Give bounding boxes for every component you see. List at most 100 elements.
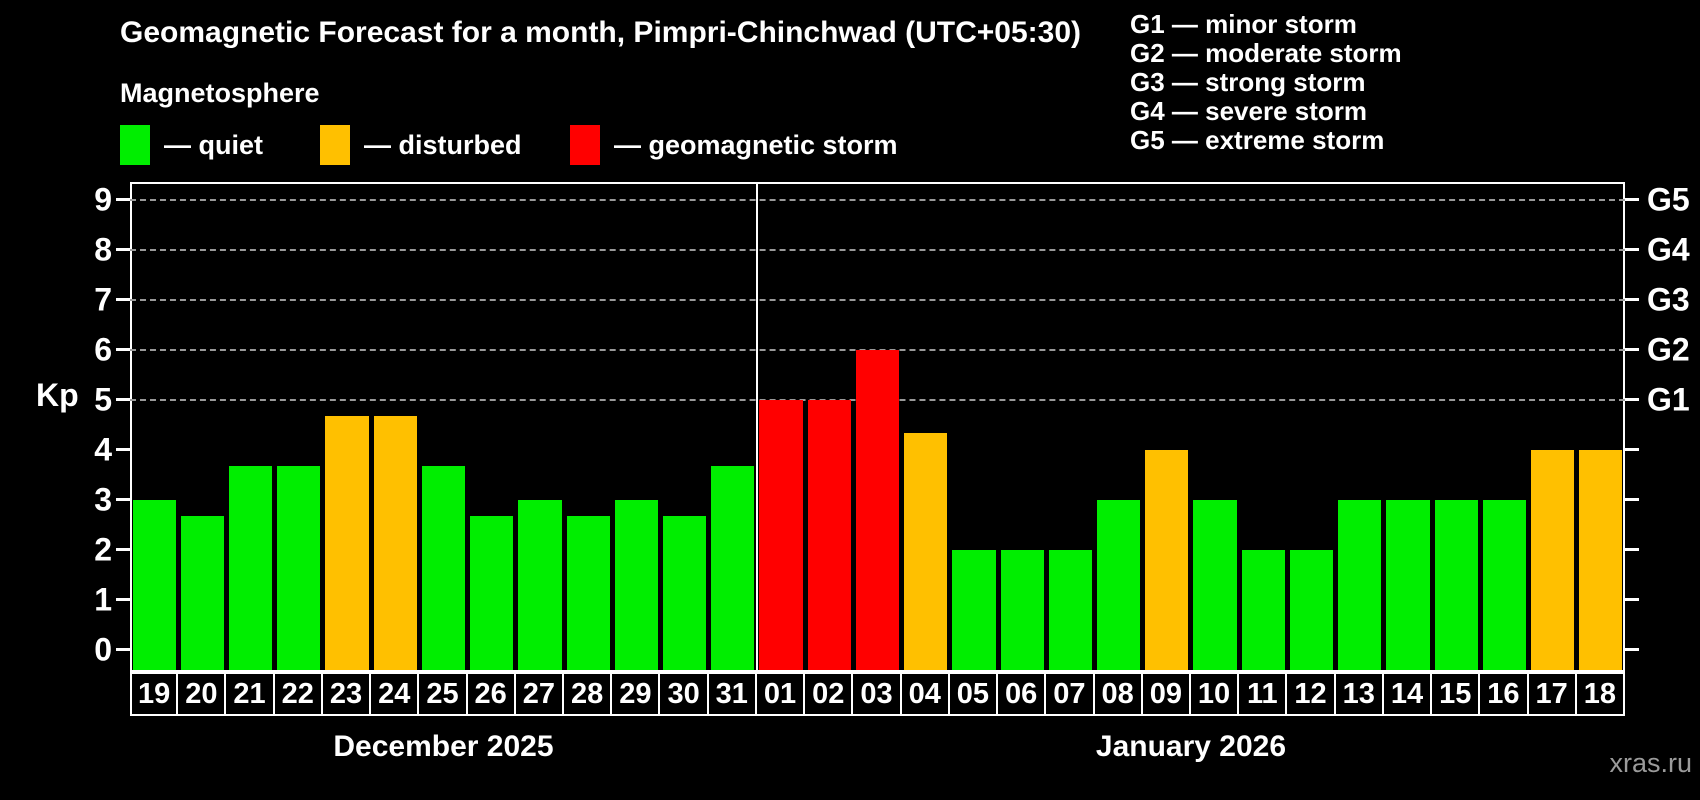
y-tick-right-8: [1625, 248, 1639, 251]
bar-day-25-m0: [421, 466, 466, 670]
bar-day-21-m0: [228, 466, 273, 670]
bar-day-31-m0: [711, 466, 755, 670]
day-label-06-m1: 06: [996, 672, 1047, 716]
bar-day-13-m1: [1338, 499, 1382, 670]
g-axis-label-g5: G5: [1647, 181, 1690, 217]
day-label-16-m1: 16: [1478, 672, 1529, 716]
day-label-20-m0: 20: [176, 672, 227, 716]
y-tick-label-1: 1: [94, 581, 112, 617]
day-label-17-m1: 17: [1526, 672, 1577, 716]
chart-subtitle: Magnetosphere: [120, 78, 320, 108]
y-tick-left-8: [116, 248, 130, 251]
y-tick-label-5: 5: [94, 381, 112, 417]
chart-title: Geomagnetic Forecast for a month, Pimpri…: [120, 16, 1081, 49]
day-label-25-m0: 25: [417, 672, 468, 716]
y-tick-label-9: 9: [94, 181, 112, 217]
bar-day-11-m1: [1241, 549, 1285, 670]
y-tick-left-0: [116, 648, 130, 651]
bar-day-16-m1: [1482, 499, 1527, 670]
day-label-21-m0: 21: [224, 672, 275, 716]
gridline-kp9: [130, 198, 1625, 201]
bar-day-12-m1: [1289, 549, 1334, 670]
quiet-color-swatch: [120, 125, 150, 165]
bar-day-20-m0: [180, 516, 224, 670]
bar-day-08-m1: [1097, 499, 1141, 670]
disturbed-color-swatch: [320, 125, 350, 165]
bar-day-15-m1: [1434, 499, 1478, 670]
y-tick-label-0: 0: [94, 631, 112, 667]
month-label-0: December 2025: [333, 730, 554, 763]
y-tick-left-5: [116, 398, 130, 401]
bar-day-26-m0: [470, 516, 514, 670]
legend-item-disturbed: — disturbed: [320, 124, 522, 166]
day-label-05-m1: 05: [947, 672, 999, 716]
storm-color-swatch: [570, 125, 600, 165]
day-label-10-m1: 10: [1188, 672, 1240, 716]
g-axis-label-g4: G4: [1647, 231, 1690, 267]
day-label-31-m0: 31: [706, 672, 757, 716]
gridline-kp8: [130, 248, 1625, 251]
bar-day-23-m0: [325, 416, 369, 670]
y-tick-right-1: [1625, 598, 1639, 601]
y-tick-right-6: [1625, 348, 1639, 351]
day-label-01-m1: 01: [754, 672, 806, 716]
day-label-30-m0: 30: [658, 672, 709, 716]
day-label-13-m1: 13: [1333, 672, 1384, 716]
bar-day-04-m1: [904, 433, 948, 670]
day-label-07-m1: 07: [1044, 672, 1095, 716]
day-label-14-m1: 14: [1381, 672, 1433, 716]
bar-day-10-m1: [1193, 499, 1237, 670]
y-axis-label: Kp: [36, 377, 79, 413]
month-divider: [755, 182, 758, 672]
bar-day-24-m0: [373, 416, 417, 670]
y-tick-left-2: [116, 548, 130, 551]
legend-label-storm: — geomagnetic storm: [614, 129, 898, 160]
y-tick-label-8: 8: [94, 231, 112, 267]
day-label-02-m1: 02: [803, 672, 854, 716]
y-tick-right-9: [1625, 198, 1639, 201]
bar-day-30-m0: [662, 516, 707, 670]
bar-day-14-m1: [1386, 499, 1430, 670]
g-legend-line-g5: G5 — extreme storm: [1130, 125, 1385, 155]
g-legend-line-g4: G4 — severe storm: [1130, 96, 1368, 126]
plot-area: [130, 182, 1625, 672]
legend-item-quiet: — quiet: [120, 124, 263, 166]
day-label-22-m0: 22: [272, 672, 323, 716]
day-label-09-m1: 09: [1140, 672, 1191, 716]
y-tick-right-2: [1625, 548, 1639, 551]
y-tick-label-3: 3: [94, 481, 112, 517]
day-label-28-m0: 28: [562, 672, 613, 716]
g-scale-legend: G1 — minor storm G2 — moderate storm G3 …: [1130, 10, 1402, 155]
bar-day-07-m1: [1048, 549, 1092, 670]
g-axis-label-g1: G1: [1647, 381, 1690, 417]
gridline-kp7: [130, 298, 1625, 301]
legend-label-quiet: — quiet: [164, 129, 263, 160]
y-tick-left-1: [116, 598, 130, 601]
bar-day-03-m1: [855, 349, 900, 670]
day-label-27-m0: 27: [513, 672, 565, 716]
g-legend-line-g2: G2 — moderate storm: [1130, 38, 1402, 68]
day-label-04-m1: 04: [899, 672, 950, 716]
y-tick-right-0: [1625, 648, 1639, 651]
legend-label-disturbed: — disturbed: [364, 129, 522, 160]
g-legend-line-g3: G3 — strong storm: [1130, 67, 1366, 97]
bar-day-01-m1: [759, 399, 803, 670]
bar-day-17-m1: [1531, 449, 1575, 670]
watermark: xras.ru: [1609, 748, 1692, 778]
g-axis-label-g3: G3: [1647, 281, 1690, 317]
day-label-24-m0: 24: [369, 672, 420, 716]
month-label-1: January 2026: [1095, 730, 1287, 763]
day-label-18-m1: 18: [1574, 672, 1625, 716]
bar-day-05-m1: [952, 549, 996, 670]
y-tick-label-4: 4: [94, 431, 112, 467]
bar-day-28-m0: [566, 516, 610, 670]
bar-day-18-m1: [1579, 449, 1623, 670]
bar-day-29-m0: [614, 499, 658, 670]
day-label-03-m1: 03: [851, 672, 902, 716]
y-tick-left-9: [116, 198, 130, 201]
bar-day-27-m0: [518, 499, 562, 670]
g-axis-label-g2: G2: [1647, 331, 1690, 367]
day-label-26-m0: 26: [465, 672, 516, 716]
bar-day-09-m1: [1145, 449, 1189, 670]
day-label-15-m1: 15: [1430, 672, 1481, 716]
